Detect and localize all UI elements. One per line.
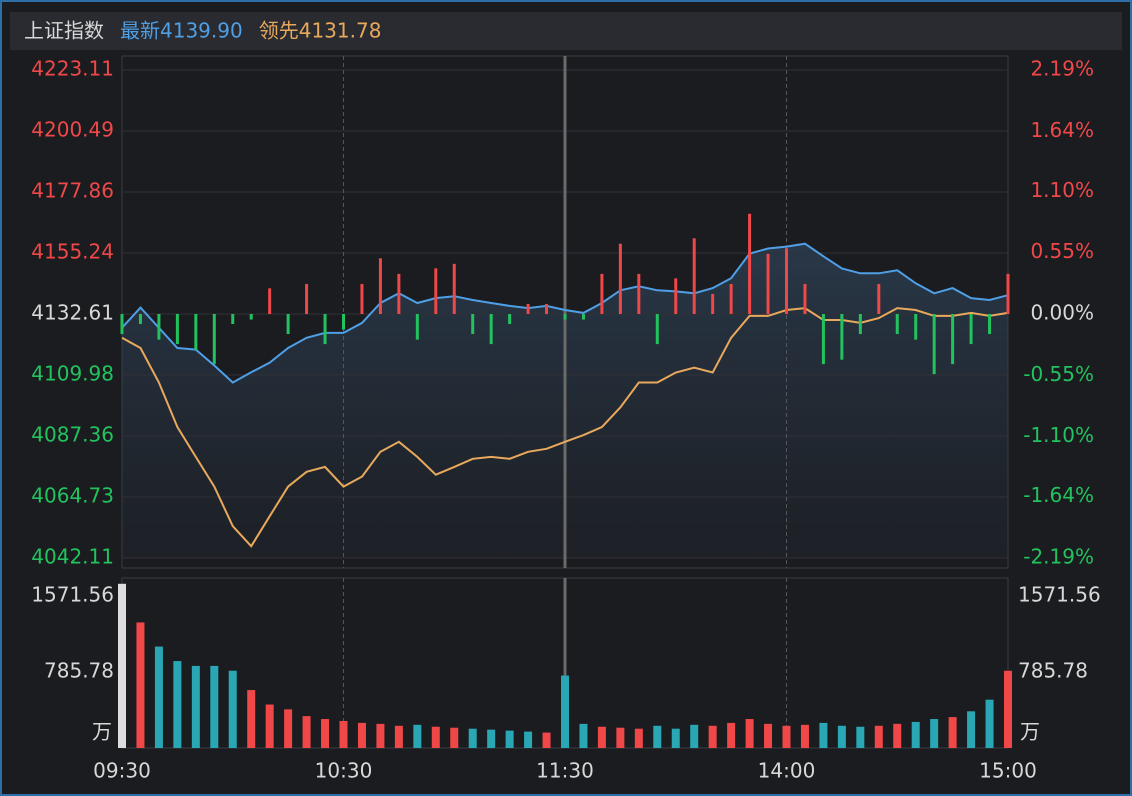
- volume-bar: [321, 719, 330, 748]
- y2-tick-label: -1.64%: [1023, 483, 1094, 507]
- volume-bar: [764, 723, 773, 748]
- volume-bar: [800, 724, 809, 748]
- series-line: [121, 242, 1009, 384]
- header-bar: [10, 12, 1122, 50]
- unit-label: 万: [92, 720, 112, 744]
- volume-bar: [468, 728, 477, 748]
- y-tick-label: 4223.11: [31, 57, 114, 81]
- y-tick-label-right: 785.78: [1018, 659, 1088, 683]
- volume-bar: [450, 727, 459, 748]
- y2-tick-label: 0.00%: [1030, 301, 1094, 325]
- volume-bar: [431, 726, 440, 748]
- volume-bar: [173, 661, 182, 748]
- volume-bar: [561, 675, 569, 748]
- y-tick-label: 4155.24: [31, 239, 114, 263]
- y2-tick-label: -1.10%: [1023, 423, 1094, 447]
- volume-bar: [819, 722, 828, 748]
- volume-bar: [874, 725, 883, 748]
- volume-bar: [930, 719, 939, 748]
- volume-bar: [708, 725, 717, 748]
- volume-bar: [745, 719, 754, 748]
- volume-bar: [284, 709, 293, 748]
- volume-bar: [597, 726, 606, 748]
- volume-bar: [634, 728, 643, 748]
- volume-bar: [893, 723, 902, 748]
- volume-bar: [154, 646, 163, 748]
- volume-bar: [302, 716, 311, 748]
- volume-bar: [616, 727, 625, 748]
- y-tick-label-right: 1571.56: [1018, 583, 1101, 607]
- x-tick-label: 11:30: [536, 759, 594, 783]
- volume-bar: [357, 722, 366, 748]
- unit-label-right: 万: [1020, 720, 1040, 744]
- y2-tick-label: 0.55%: [1030, 239, 1094, 263]
- volume-bar: [136, 622, 145, 748]
- y-tick-label: 785.78: [44, 659, 114, 683]
- volume-bar: [967, 711, 976, 748]
- legend-entry: 最新4139.90: [120, 19, 243, 43]
- y2-tick-label: 2.19%: [1030, 57, 1094, 81]
- volume-bar: [579, 723, 588, 748]
- volume-bar: [653, 725, 662, 748]
- y-tick-label: 4200.49: [31, 117, 114, 141]
- y-tick-label: 4109.98: [31, 362, 114, 386]
- volume-bar: [487, 729, 496, 748]
- volume-bar: [911, 721, 920, 748]
- y-tick-label: 4042.11: [31, 545, 114, 569]
- x-tick-label: 09:30: [93, 759, 151, 783]
- volume-bar: [247, 690, 256, 748]
- volume-bar: [505, 730, 514, 748]
- y-tick-label: 1571.56: [31, 583, 114, 607]
- chart-title: 上证指数: [24, 19, 104, 43]
- volume-bar: [856, 726, 865, 748]
- volume-bar: [782, 725, 791, 748]
- volume-bar: [690, 724, 699, 748]
- y2-tick-label: -0.55%: [1023, 362, 1094, 386]
- y2-tick-label: -2.19%: [1023, 545, 1094, 569]
- x-tick-label: 14:00: [758, 759, 816, 783]
- volume-bar: [985, 699, 994, 748]
- y-tick-label: 4177.86: [31, 179, 114, 203]
- volume-bar: [339, 720, 348, 748]
- volume-bar: [376, 723, 385, 748]
- volume-bar: [228, 670, 237, 748]
- x-tick-label: 15:00: [979, 759, 1037, 783]
- volume-bar: [671, 728, 680, 748]
- volume-bar: [524, 731, 533, 748]
- x-tick-label: 10:30: [315, 759, 373, 783]
- volume-bar: [394, 725, 403, 748]
- y2-tick-label: 1.64%: [1030, 118, 1094, 142]
- volume-bar: [542, 732, 551, 748]
- y-tick-label: 4064.73: [31, 484, 114, 508]
- volume-bar: [413, 724, 422, 748]
- volume-bar: [948, 717, 957, 748]
- volume-bar: [1004, 670, 1012, 748]
- volume-bar: [210, 665, 219, 748]
- y-tick-label: 4087.36: [31, 423, 114, 447]
- volume-bar: [837, 725, 846, 748]
- volume-bar: [265, 704, 274, 748]
- y2-tick-label: 1.10%: [1030, 178, 1094, 202]
- legend-entry: 领先4131.78: [259, 19, 382, 43]
- y-tick-label: 4132.61: [31, 301, 114, 325]
- volume-bar: [191, 665, 200, 748]
- volume-bar: [727, 722, 736, 748]
- volume-bar: [118, 583, 126, 748]
